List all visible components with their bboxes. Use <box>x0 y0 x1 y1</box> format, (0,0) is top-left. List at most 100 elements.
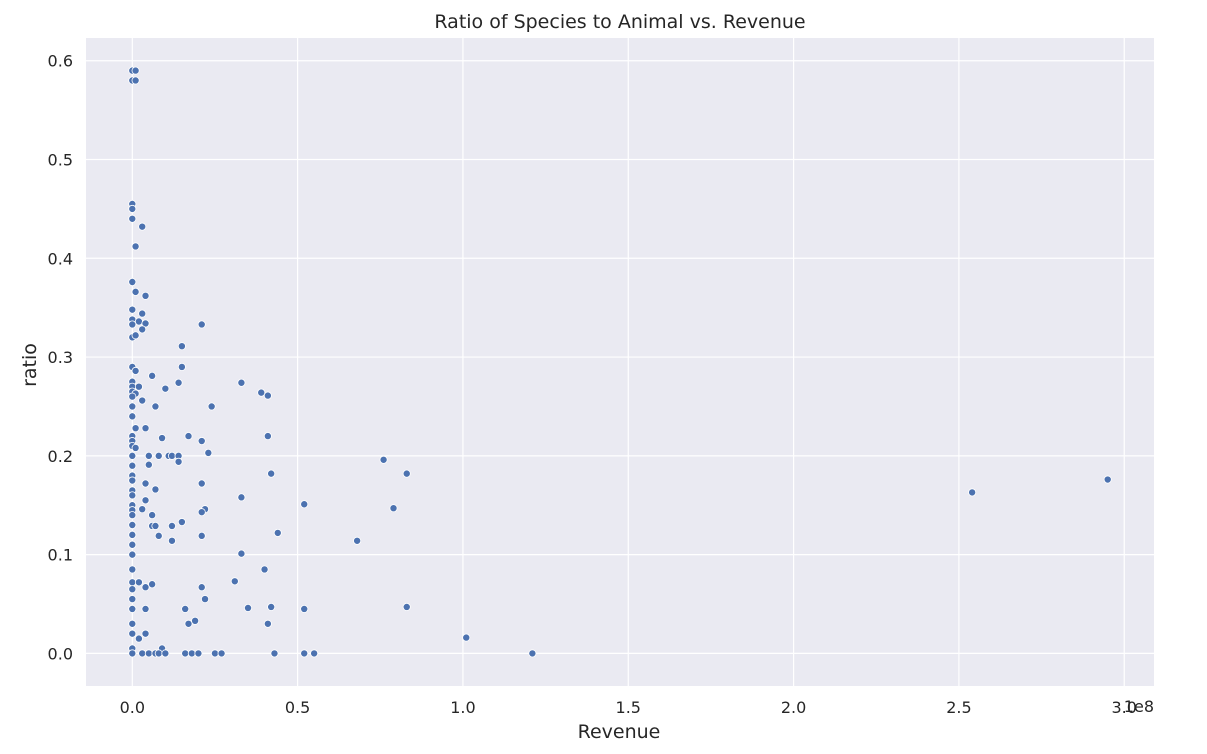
data-point <box>237 378 246 387</box>
data-point <box>141 319 150 328</box>
data-point <box>184 432 193 441</box>
data-point <box>181 649 190 658</box>
y-tick-label: 0.5 <box>48 151 73 170</box>
data-point <box>177 518 186 527</box>
data-point <box>128 565 137 574</box>
data-point <box>217 649 226 658</box>
data-point <box>237 549 246 558</box>
data-point <box>151 521 160 530</box>
data-point <box>244 603 253 612</box>
data-point <box>131 443 140 452</box>
data-point <box>141 424 150 433</box>
data-point <box>138 505 147 514</box>
data-point <box>161 384 170 393</box>
data-point <box>402 602 411 611</box>
data-point <box>379 455 388 464</box>
data-point <box>263 432 272 441</box>
data-point <box>968 488 977 497</box>
y-tick-labels: 0.0 0.1 0.2 0.3 0.4 0.5 0.6 <box>48 52 73 664</box>
x-tick-labels: 0.0 0.5 1.0 1.5 2.0 2.5 3.0 <box>120 698 1137 717</box>
data-point <box>267 469 276 478</box>
x-tick-label: 3.0 <box>1112 698 1137 717</box>
data-point <box>128 305 137 314</box>
data-point <box>128 476 137 485</box>
data-point <box>197 508 206 517</box>
x-tick-label: 2.0 <box>781 698 806 717</box>
data-point <box>191 616 200 625</box>
data-point <box>270 649 279 658</box>
data-point <box>144 649 153 658</box>
data-point <box>128 619 137 628</box>
data-point <box>210 649 219 658</box>
data-point <box>138 325 147 334</box>
data-point <box>207 402 216 411</box>
data-point <box>128 461 137 470</box>
data-point <box>402 469 411 478</box>
data-point <box>273 528 282 537</box>
data-point <box>174 378 183 387</box>
data-point <box>128 320 137 329</box>
data-point <box>197 479 206 488</box>
data-point <box>167 451 176 460</box>
data-point <box>141 479 150 488</box>
x-tick-label: 0.5 <box>285 698 310 717</box>
chart-title: Ratio of Species to Animal vs. Revenue <box>434 11 805 33</box>
data-point <box>184 619 193 628</box>
data-point <box>197 531 206 540</box>
data-point <box>141 604 150 613</box>
data-point <box>128 540 137 549</box>
data-point <box>230 577 239 586</box>
data-point <box>141 291 150 300</box>
data-point <box>141 583 150 592</box>
data-point <box>128 520 137 529</box>
data-point <box>144 460 153 469</box>
data-point <box>260 565 269 574</box>
data-point <box>138 222 147 231</box>
data-point <box>389 504 398 513</box>
data-point <box>138 309 147 318</box>
data-point <box>128 451 137 460</box>
data-point <box>194 649 203 658</box>
data-point <box>131 366 140 375</box>
data-point <box>144 451 153 460</box>
data-point <box>528 649 537 658</box>
data-point <box>300 649 309 658</box>
data-point <box>158 434 167 443</box>
x-tick-label: 0.0 <box>120 698 145 717</box>
data-points <box>128 66 1112 658</box>
y-tick-label: 0.1 <box>48 546 73 565</box>
grid-lines <box>86 38 1154 686</box>
data-point <box>167 521 176 530</box>
data-point <box>167 536 176 545</box>
data-point <box>131 331 140 340</box>
data-point <box>134 317 143 326</box>
x-axis-label: Revenue <box>578 721 661 743</box>
data-point <box>263 619 272 628</box>
data-point <box>138 649 147 658</box>
data-point <box>177 362 186 371</box>
data-point <box>177 342 186 351</box>
data-point <box>128 649 137 658</box>
data-point <box>141 496 150 505</box>
data-point <box>181 604 190 613</box>
data-point <box>138 396 147 405</box>
data-point <box>131 66 140 75</box>
data-point <box>134 634 143 643</box>
data-point <box>151 485 160 494</box>
data-point <box>174 457 183 466</box>
y-tick-label: 0.2 <box>48 447 73 466</box>
data-point <box>310 649 319 658</box>
data-point <box>300 604 309 613</box>
data-point <box>154 531 163 540</box>
data-point <box>128 578 137 587</box>
data-point <box>257 388 266 397</box>
data-point <box>128 277 137 286</box>
data-point <box>128 214 137 223</box>
x-axis-offset-label: 1e8 <box>1124 697 1154 716</box>
y-axis-label: ratio <box>19 343 41 387</box>
y-tick-label: 0.4 <box>48 249 73 268</box>
data-point <box>128 629 137 638</box>
data-point <box>353 536 362 545</box>
data-point <box>128 530 137 539</box>
